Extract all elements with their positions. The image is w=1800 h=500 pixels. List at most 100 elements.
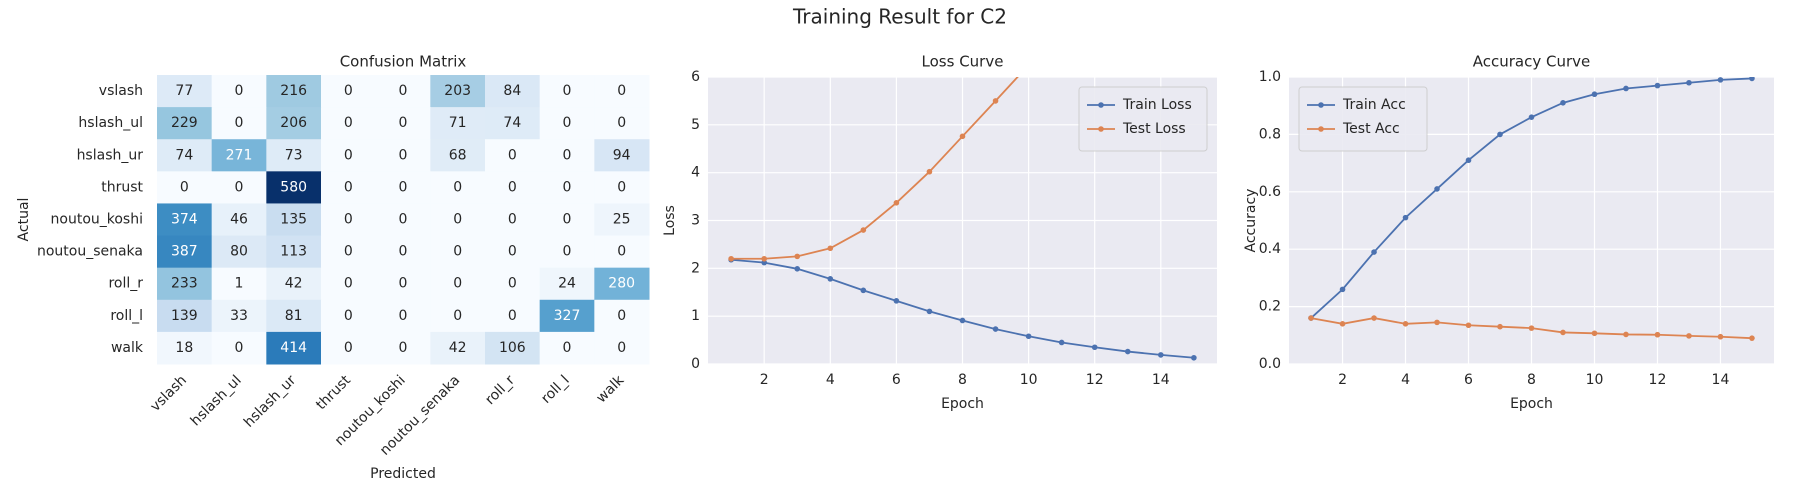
marker: [992, 98, 999, 104]
marker: [1058, 339, 1065, 346]
marker: [1191, 354, 1197, 361]
marker: [1465, 157, 1472, 164]
marker: [1591, 330, 1598, 337]
heatmap-cell: [211, 235, 267, 269]
cell-label: 0: [344, 147, 353, 163]
x-tick-label: 14: [1712, 372, 1730, 388]
legend-label: Test Acc: [1342, 121, 1400, 137]
heatmap-cell: [321, 139, 377, 172]
heatmap-cell: [430, 139, 486, 172]
y-axis-label: Accuracy: [1243, 189, 1259, 253]
cell-label: 229: [171, 115, 198, 131]
x-tick-label: roll_l: [538, 372, 572, 406]
heatmap-cell: [485, 331, 541, 365]
cell-label: 0: [399, 212, 408, 228]
heatmap-cell: [321, 75, 377, 108]
cell-label: 68: [449, 147, 467, 163]
y-tick-label: 6: [691, 69, 700, 85]
cell-label: 0: [399, 308, 408, 324]
marker: [1623, 85, 1629, 92]
heatmap-cell: [594, 171, 650, 204]
cell-label: 0: [563, 212, 572, 228]
x-tick-label: 4: [1401, 372, 1410, 388]
marker: [959, 317, 966, 324]
heatmap-cell: [321, 203, 377, 237]
heatmap-cell: [375, 75, 431, 108]
marker: [1623, 331, 1629, 338]
cell-label: 0: [235, 179, 244, 195]
cell-label: 0: [453, 179, 462, 195]
marker: [1749, 335, 1755, 341]
cell-label: 327: [554, 308, 581, 324]
heatmap-cell: [266, 107, 322, 140]
cell-label: 24: [558, 276, 576, 292]
cell-label: 580: [280, 179, 307, 195]
heatmap-cell: [157, 107, 213, 140]
legend-marker: [1318, 126, 1324, 132]
cell-label: 0: [399, 115, 408, 131]
heatmap-cell: [157, 75, 213, 108]
cell-label: 0: [453, 276, 462, 292]
marker: [1059, 26, 1065, 32]
heatmap-cell: [430, 331, 486, 365]
y-tick-label: 1: [691, 308, 700, 324]
cell-label: 0: [399, 244, 408, 260]
y-tick-label: 0.4: [1259, 241, 1281, 257]
cell-label: 1: [235, 276, 244, 292]
heatmap-cell: [266, 139, 322, 172]
cell-label: 42: [285, 276, 303, 292]
marker: [1434, 186, 1440, 192]
heatmap-cell: [266, 203, 322, 237]
legend-marker: [1098, 102, 1104, 108]
marker: [1402, 321, 1409, 327]
marker: [1308, 315, 1314, 321]
heatmap-cell: [375, 139, 431, 172]
marker: [1402, 214, 1409, 221]
cell-label: 0: [344, 212, 353, 228]
y-tick-label: roll_r: [108, 276, 143, 292]
marker: [860, 227, 867, 233]
y-tick-label: 5: [691, 117, 700, 133]
marker: [992, 326, 999, 332]
cell-label: 0: [508, 147, 517, 163]
heatmap-cell: [266, 267, 322, 301]
y-tick-label: noutou_senaka: [37, 244, 143, 260]
heatmap-cell: [321, 267, 377, 301]
x-tick-label: hslash_ul: [188, 372, 245, 429]
cell-label: 0: [508, 179, 517, 195]
cell-label: 74: [175, 147, 193, 163]
x-tick-label: 10: [1586, 372, 1604, 388]
cell-label: 0: [563, 340, 572, 356]
cell-label: 25: [613, 212, 631, 228]
x-tick-label: thrust: [313, 372, 354, 413]
marker: [1434, 319, 1440, 326]
x-axis-label: Epoch: [1510, 396, 1553, 412]
heatmap-cell: [485, 171, 541, 204]
heatmap-cell: [539, 267, 595, 301]
cell-label: 233: [171, 276, 198, 292]
cell-label: 33: [230, 308, 248, 324]
heatmap-cell: [485, 107, 541, 140]
heatmap-cell: [211, 203, 267, 237]
cell-label: 206: [280, 115, 307, 131]
x-tick-label: 6: [1464, 372, 1473, 388]
heatmap-cell: [594, 139, 650, 172]
cell-label: 18: [175, 340, 193, 356]
marker: [959, 133, 966, 140]
cell-label: 0: [235, 115, 244, 131]
heatmap-cell: [539, 299, 595, 333]
cell-label: 0: [563, 115, 572, 131]
heatmap-cell: [211, 267, 267, 301]
cell-label: 0: [508, 276, 517, 292]
subplot-title: Confusion Matrix: [340, 53, 467, 71]
cell-label: 81: [285, 308, 303, 324]
heatmap-cell: [375, 267, 431, 301]
heatmap-cell: [539, 331, 595, 365]
cell-label: 0: [563, 244, 572, 260]
cell-label: 46: [230, 212, 248, 228]
cell-label: 0: [563, 179, 572, 195]
subplot-title: Loss Curve: [922, 53, 1004, 71]
y-tick-label: 4: [691, 165, 700, 181]
cell-label: 0: [399, 83, 408, 99]
marker: [1026, 62, 1032, 68]
